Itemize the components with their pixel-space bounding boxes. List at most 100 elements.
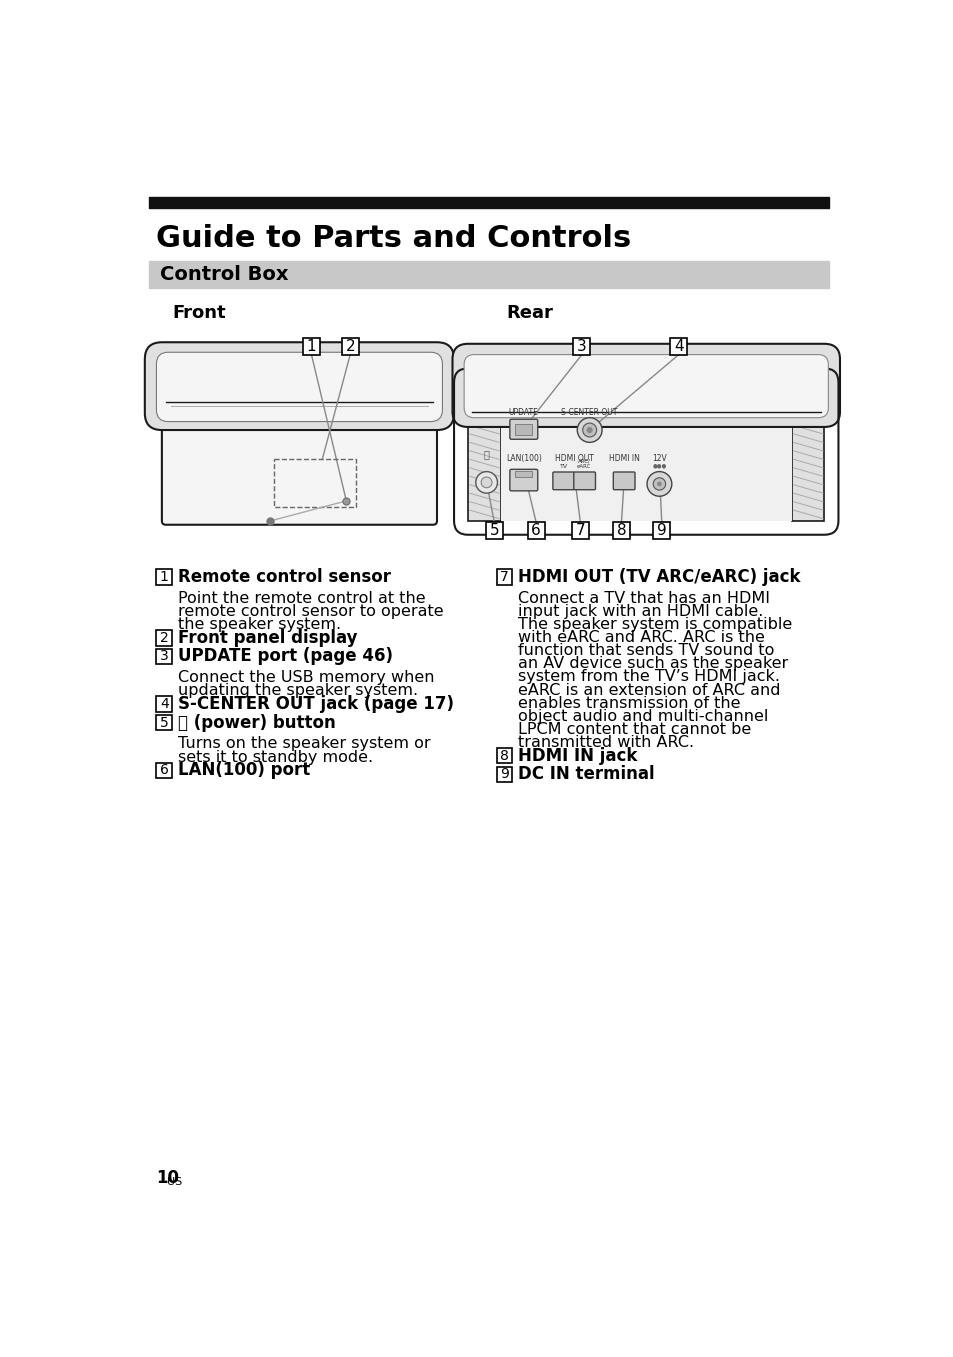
Bar	[515, 471, 532, 478]
Circle shape	[577, 418, 601, 442]
Text: updating the speaker system.: updating the speaker system.	[178, 684, 417, 699]
FancyBboxPatch shape	[156, 353, 442, 422]
Text: ARC/
eARC: ARC/ eARC	[577, 459, 591, 470]
Bar	[149, 262, 828, 288]
FancyBboxPatch shape	[452, 343, 840, 427]
Text: input jack with an HDMI cable.: input jack with an HDMI cable.	[517, 604, 763, 619]
Text: 6: 6	[159, 764, 169, 778]
Text: object audio and multi-channel: object audio and multi-channel	[517, 708, 768, 723]
Bar	[156, 649, 172, 664]
Text: 1: 1	[159, 570, 169, 584]
Text: 3: 3	[577, 339, 586, 354]
Text: ●●●: ●●●	[652, 464, 666, 468]
FancyBboxPatch shape	[509, 419, 537, 440]
Bar	[274, 459, 355, 508]
Bar	[612, 522, 629, 539]
Bar	[485, 522, 502, 539]
Circle shape	[646, 472, 671, 497]
Text: 2: 2	[345, 339, 355, 354]
Text: Connect a TV that has an HDMI: Connect a TV that has an HDMI	[517, 590, 770, 607]
Bar	[468, 389, 500, 521]
Text: Guide to Parts and Controls: Guide to Parts and Controls	[156, 224, 631, 254]
FancyBboxPatch shape	[553, 472, 574, 490]
Text: UPDATE: UPDATE	[508, 408, 538, 417]
Text: Control Box: Control Box	[159, 265, 288, 284]
Text: system from the TV’s HDMI jack.: system from the TV’s HDMI jack.	[517, 669, 780, 684]
Text: Turns on the speaker system or: Turns on the speaker system or	[178, 737, 431, 752]
FancyBboxPatch shape	[162, 398, 436, 525]
Circle shape	[586, 427, 592, 433]
Bar	[156, 763, 172, 778]
Bar	[341, 338, 358, 354]
Text: 8: 8	[616, 524, 625, 539]
Text: transmitted with ARC.: transmitted with ARC.	[517, 735, 694, 750]
Bar	[156, 630, 172, 646]
Circle shape	[480, 478, 492, 487]
Text: HDMI IN jack: HDMI IN jack	[517, 746, 638, 765]
Text: 3: 3	[160, 650, 169, 664]
Text: 6: 6	[531, 524, 540, 539]
Text: S-CENTER OUT: S-CENTER OUT	[561, 408, 618, 417]
Bar	[670, 338, 686, 354]
Text: HDMI OUT (TV ARC/eARC) jack: HDMI OUT (TV ARC/eARC) jack	[517, 569, 800, 586]
Text: ⓟ (power) button: ⓟ (power) button	[178, 714, 335, 731]
Bar	[497, 748, 512, 764]
Text: 5: 5	[160, 715, 169, 730]
Bar	[500, 389, 791, 521]
Bar	[156, 715, 172, 730]
Bar	[497, 767, 512, 782]
Text: Front: Front	[172, 304, 225, 322]
Text: LAN(100): LAN(100)	[505, 455, 541, 463]
Text: enables transmission of the: enables transmission of the	[517, 696, 740, 711]
Bar	[303, 338, 319, 354]
Circle shape	[657, 482, 661, 486]
Text: 4: 4	[673, 339, 683, 354]
Text: 9: 9	[499, 767, 508, 782]
Text: DC IN terminal: DC IN terminal	[517, 765, 655, 783]
Bar	[497, 570, 512, 585]
Text: LPCM content that cannot be: LPCM content that cannot be	[517, 722, 751, 737]
Text: LAN(100) port: LAN(100) port	[178, 761, 310, 779]
Bar	[156, 696, 172, 712]
Circle shape	[476, 472, 497, 493]
Text: with eARC and ARC. ARC is the: with eARC and ARC. ARC is the	[517, 630, 764, 645]
Text: UPDATE port (page 46): UPDATE port (page 46)	[178, 647, 393, 665]
Bar	[527, 522, 544, 539]
Text: function that sends TV sound to: function that sends TV sound to	[517, 643, 774, 658]
Bar	[573, 338, 590, 354]
FancyBboxPatch shape	[509, 470, 537, 491]
Text: S-CENTER OUT jack (page 17): S-CENTER OUT jack (page 17)	[178, 695, 454, 714]
Text: ⓟ: ⓟ	[483, 449, 489, 459]
Circle shape	[582, 423, 596, 437]
Bar	[156, 570, 172, 585]
Text: Rear: Rear	[506, 304, 553, 322]
Bar	[653, 522, 670, 539]
FancyBboxPatch shape	[573, 472, 595, 490]
Text: The speaker system is compatible: The speaker system is compatible	[517, 617, 792, 632]
Text: 7: 7	[575, 524, 584, 539]
Text: HDMI IN: HDMI IN	[608, 455, 639, 463]
Bar	[149, 198, 828, 208]
Circle shape	[653, 478, 665, 490]
Text: Connect the USB memory when: Connect the USB memory when	[178, 670, 435, 685]
Text: 2: 2	[160, 631, 169, 645]
Text: 8: 8	[499, 749, 508, 763]
FancyBboxPatch shape	[613, 472, 635, 490]
Text: the speaker system.: the speaker system.	[178, 617, 341, 632]
Text: 5: 5	[489, 524, 498, 539]
Text: remote control sensor to operate: remote control sensor to operate	[178, 604, 443, 619]
Text: Front panel display: Front panel display	[178, 628, 357, 647]
Text: Remote control sensor: Remote control sensor	[178, 569, 391, 586]
Text: sets it to standby mode.: sets it to standby mode.	[178, 749, 373, 764]
Bar	[791, 389, 823, 521]
Text: Point the remote control at the: Point the remote control at the	[178, 590, 425, 607]
FancyBboxPatch shape	[464, 354, 827, 418]
Bar	[515, 423, 532, 434]
FancyBboxPatch shape	[145, 342, 454, 430]
Text: eARC is an extension of ARC and: eARC is an extension of ARC and	[517, 683, 781, 697]
Text: 10: 10	[156, 1168, 179, 1187]
Text: TV: TV	[559, 464, 568, 470]
Text: HDMI OUT: HDMI OUT	[554, 455, 593, 463]
Text: 9: 9	[657, 524, 666, 539]
Bar	[571, 522, 588, 539]
